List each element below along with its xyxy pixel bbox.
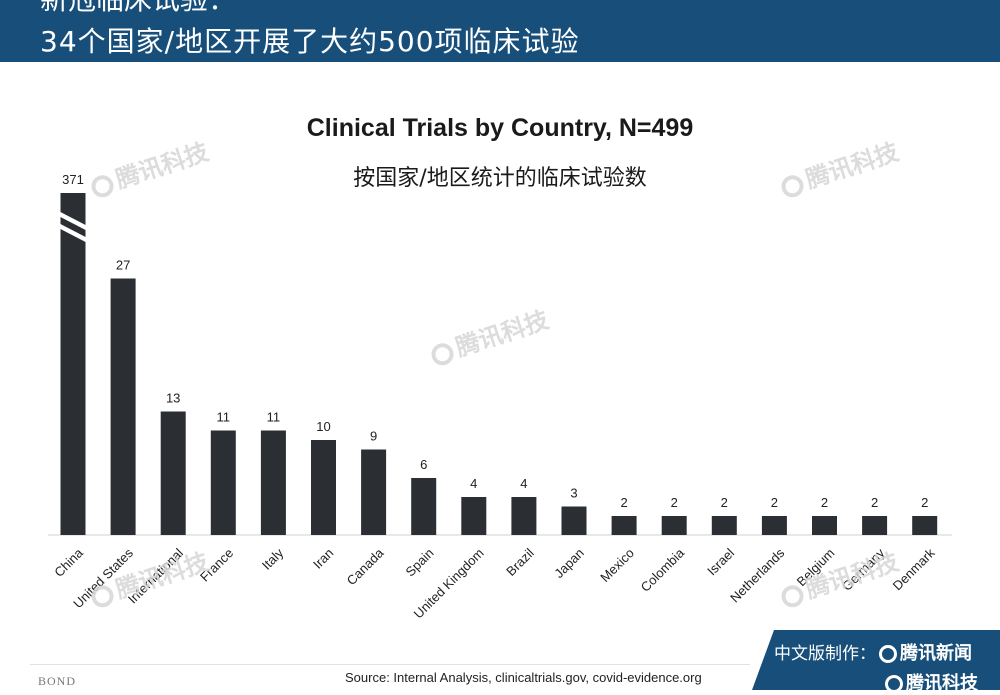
data-label: 9 (370, 429, 377, 444)
footer-divider (30, 664, 750, 665)
bar (461, 497, 487, 535)
bar (561, 506, 587, 535)
data-label: 2 (671, 495, 678, 510)
x-tick-label: Italy (259, 545, 287, 573)
bar (661, 516, 687, 535)
x-tick-label: China (51, 545, 86, 580)
x-tick-label: Japan (551, 545, 587, 581)
data-label: 27 (116, 258, 130, 273)
bar (110, 278, 136, 535)
bar (511, 497, 537, 535)
data-label: 2 (921, 495, 928, 510)
data-label: 4 (520, 476, 527, 491)
credit-brand-secondary: 腾讯科技 (882, 669, 978, 690)
x-tick-label: Netherlands (727, 545, 788, 606)
bar (812, 516, 837, 535)
axis-break-slash (58, 223, 88, 243)
data-label: 10 (316, 419, 330, 434)
tencent-tech-logo-icon (885, 675, 903, 690)
data-label: 4 (470, 476, 477, 491)
bar (862, 516, 888, 535)
data-label: 11 (217, 410, 231, 425)
data-label: 371 (62, 172, 84, 187)
source-note: Source: Internal Analysis, clinicaltrial… (345, 670, 702, 685)
data-label: 2 (721, 495, 728, 510)
bar (160, 411, 186, 535)
data-label: 13 (166, 391, 180, 406)
data-label: 2 (771, 495, 778, 510)
tencent-news-logo-icon (879, 645, 897, 663)
data-label: 6 (420, 457, 427, 472)
bar (912, 516, 938, 535)
bond-logo: BOND (38, 674, 77, 688)
chart-title: Clinical Trials by Country, N=499 (306, 114, 694, 142)
credit-badge: 中文版制作： 腾讯新闻 腾讯科技 (752, 630, 1000, 690)
bar (711, 516, 737, 535)
x-tick-label: Colombia (638, 545, 688, 595)
header-title-line1: 新冠临床试验： (40, 0, 236, 17)
x-tick-label: Israel (704, 545, 737, 578)
bar (210, 430, 236, 535)
x-tick-label: Iran (310, 545, 336, 571)
page-header: 新冠临床试验： 34个国家/地区开展了大约500项临床试验 (0, 0, 1000, 62)
x-tick-label: Mexico (597, 545, 637, 585)
bar (260, 430, 286, 535)
x-tick-label: Spain (402, 545, 436, 579)
x-tick-label: Brazil (503, 545, 537, 579)
bar (60, 193, 86, 535)
chart-subtitle: 按国家/地区统计的临床试验数 (353, 166, 647, 191)
bar (411, 478, 437, 535)
bar (611, 516, 637, 535)
credit-text: 中文版制作： 腾讯新闻 (774, 643, 972, 664)
data-label: 3 (570, 486, 577, 501)
bar (761, 516, 787, 535)
data-label: 11 (267, 410, 281, 425)
bar (311, 440, 336, 535)
bar (361, 449, 387, 535)
data-label: 2 (821, 495, 828, 510)
data-label: 2 (620, 495, 627, 510)
x-tick-label: Canada (344, 545, 387, 588)
axis-break-slash (58, 211, 88, 231)
data-label: 2 (871, 495, 878, 510)
header-title-line2: 34个国家/地区开展了大约500项临床试验 (40, 25, 580, 58)
